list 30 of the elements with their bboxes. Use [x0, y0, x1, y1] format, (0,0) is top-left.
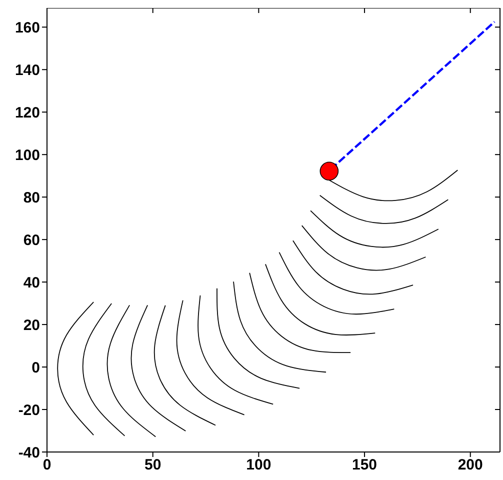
- x-tick-label: 0: [42, 456, 52, 474]
- y-tick-label: 60: [23, 232, 40, 249]
- x-tick-label: 100: [246, 456, 272, 474]
- y-tick-label: 40: [23, 274, 40, 292]
- y-tick-label: 0: [32, 359, 40, 376]
- line-series: [176, 300, 245, 416]
- x-tick-label: 150: [352, 456, 378, 474]
- line-series: [319, 194, 449, 224]
- y-tick-label: -20: [18, 402, 40, 419]
- y-tick-label: -40: [18, 444, 40, 462]
- line-series: [292, 240, 414, 295]
- y-tick-label: 100: [14, 146, 40, 164]
- y-tick-label: 80: [23, 189, 40, 206]
- line-series: [278, 252, 395, 315]
- x-tick-label: 50: [144, 456, 162, 474]
- line-series: [82, 303, 126, 436]
- line-series: [198, 294, 274, 405]
- line-series: [249, 272, 351, 354]
- line-series: [265, 264, 376, 336]
- line-series: [310, 210, 439, 248]
- y-tick-label: 20: [23, 316, 40, 334]
- line-series: [233, 281, 326, 373]
- line-series: [57, 302, 94, 436]
- line-series: [216, 288, 300, 389]
- line-series: [301, 225, 426, 271]
- y-tick-label: 140: [14, 62, 40, 79]
- line-series: [154, 304, 216, 426]
- y-tick-label: 120: [14, 104, 40, 122]
- x-tick-label: 200: [458, 456, 483, 474]
- y-tick-label: 160: [14, 19, 40, 36]
